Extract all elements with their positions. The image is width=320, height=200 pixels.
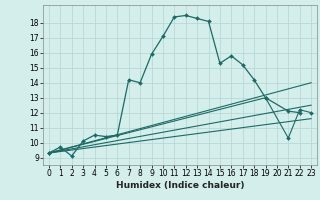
- X-axis label: Humidex (Indice chaleur): Humidex (Indice chaleur): [116, 181, 244, 190]
